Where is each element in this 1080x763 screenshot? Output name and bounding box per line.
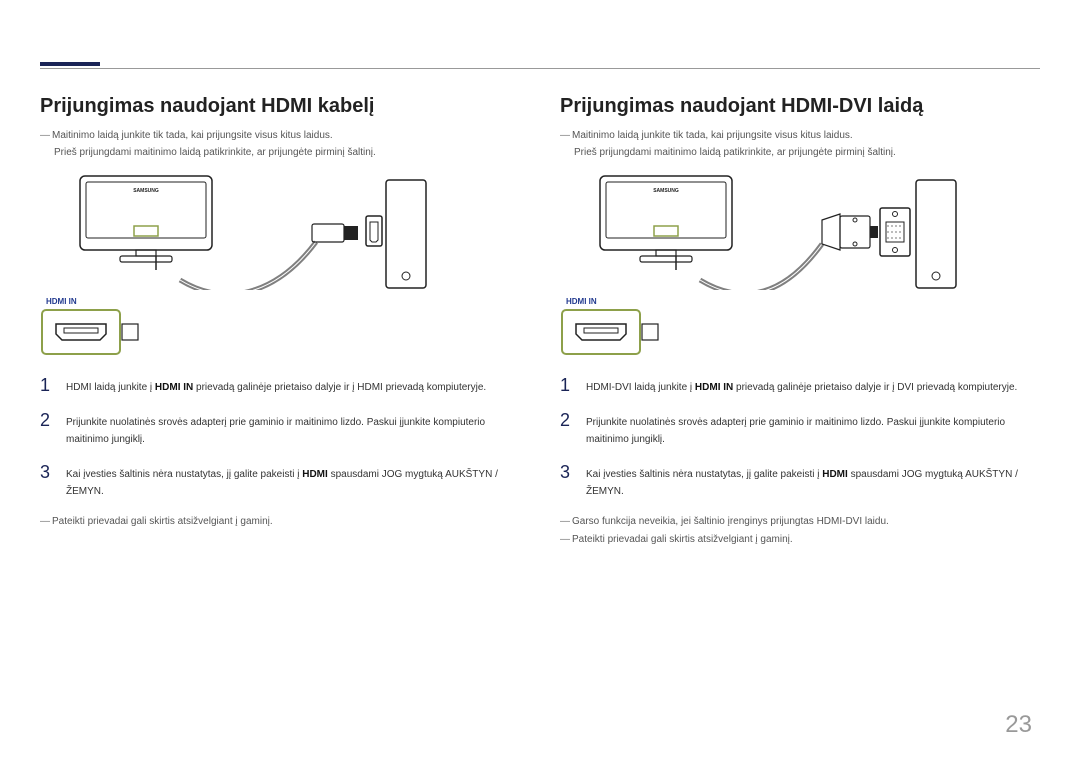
right-column: Prijungimas naudojant HDMI-DVI laidą ―Ma… (560, 95, 1040, 550)
step-text-pre: HDMI laidą junkite į (66, 382, 155, 393)
step-text: Kai įvesties šaltinis nėra nustatytas, j… (586, 462, 1040, 500)
step-number: 2 (560, 410, 586, 431)
hdmi-port-closeup-right (560, 308, 660, 356)
step-text: HDMI laidą junkite į HDMI IN prievadą ga… (66, 375, 486, 396)
right-diagram: SAMSUNG (560, 170, 1040, 361)
right-note-1: ―Maitinimo laidą junkite tik tada, kai p… (574, 128, 1040, 143)
step-text-bold: HDMI (302, 469, 328, 480)
step-text: Kai įvesties šaltinis nėra nustatytas, j… (66, 462, 520, 500)
step-text-pre: HDMI-DVI laidą junkite į (586, 382, 695, 393)
left-steps: 1 HDMI laidą junkite į HDMI IN prievadą … (40, 375, 520, 500)
right-steps: 1 HDMI-DVI laidą junkite į HDMI IN priev… (560, 375, 1040, 500)
step-row: 1 HDMI laidą junkite į HDMI IN prievadą … (40, 375, 520, 396)
right-note-2-text: Prieš prijungdami maitinimo laidą patikr… (574, 147, 896, 158)
header-rule (40, 68, 1040, 69)
right-port-label: HDMI IN (566, 297, 1040, 306)
step-text: Prijunkite nuolatinės srovės adapterį pr… (66, 410, 520, 448)
right-note-2: Prieš prijungdami maitinimo laidą patikr… (574, 145, 1040, 160)
left-diagram: SAMSUNG HDMI IN (40, 170, 520, 361)
step-text-pre: Kai įvesties šaltinis nėra nustatytas, j… (66, 469, 302, 480)
svg-text:SAMSUNG: SAMSUNG (653, 188, 679, 194)
step-number: 3 (40, 462, 66, 483)
step-text-pre: Kai įvesties šaltinis nėra nustatytas, j… (586, 469, 822, 480)
left-note-1: ―Maitinimo laidą junkite tik tada, kai p… (54, 128, 520, 143)
step-number: 1 (560, 375, 586, 396)
left-note-2: Prieš prijungdami maitinimo laidą patikr… (54, 145, 520, 160)
step-text-bold: HDMI IN (155, 382, 193, 393)
svg-text:SAMSUNG: SAMSUNG (133, 188, 159, 194)
content-columns: Prijungimas naudojant HDMI kabelį ―Maiti… (40, 95, 1040, 550)
right-footnote-2-text: Pateikti prievadai gali skirtis atsižvel… (572, 534, 793, 545)
step-text-post: prievadą galinėje prietaiso dalyje ir į … (733, 382, 1017, 393)
step-text-pre: Prijunkite nuolatinės srovės adapterį pr… (66, 417, 485, 445)
left-footnote-1-text: Pateikti prievadai gali skirtis atsižvel… (52, 516, 273, 527)
left-footnotes: ―Pateikti prievadai gali skirtis atsižve… (40, 514, 520, 529)
hdmi-dvi-diagram-svg: SAMSUNG (560, 170, 980, 290)
left-heading: Prijungimas naudojant HDMI kabelį (40, 95, 520, 118)
left-note-2-text: Prieš prijungdami maitinimo laidą patikr… (54, 147, 376, 158)
header-bar (40, 62, 100, 66)
hdmi-port-closeup (40, 308, 140, 356)
right-footnote-1-text: Garso funkcija neveikia, jei šaltinio įr… (572, 516, 889, 527)
left-footnote-1: ―Pateikti prievadai gali skirtis atsižve… (54, 514, 520, 529)
right-footnote-2: ―Pateikti prievadai gali skirtis atsižve… (574, 532, 1040, 547)
step-number: 1 (40, 375, 66, 396)
right-heading: Prijungimas naudojant HDMI-DVI laidą (560, 95, 1040, 118)
step-row: 3 Kai įvesties šaltinis nėra nustatytas,… (40, 462, 520, 500)
step-number: 2 (40, 410, 66, 431)
right-footnote-1: ―Garso funkcija neveikia, jei šaltinio į… (574, 514, 1040, 529)
step-text-pre: Prijunkite nuolatinės srovės adapterį pr… (586, 417, 1005, 445)
step-text-post: prievadą galinėje prietaiso dalyje ir į … (193, 382, 486, 393)
right-note-1-text: Maitinimo laidą junkite tik tada, kai pr… (572, 130, 853, 141)
left-port-label: HDMI IN (46, 297, 520, 306)
left-column: Prijungimas naudojant HDMI kabelį ―Maiti… (40, 95, 520, 550)
step-text-bold: HDMI IN (695, 382, 733, 393)
step-text: HDMI-DVI laidą junkite į HDMI IN prievad… (586, 375, 1017, 396)
step-text: Prijunkite nuolatinės srovės adapterį pr… (586, 410, 1040, 448)
hdmi-diagram-svg: SAMSUNG (40, 170, 460, 290)
right-footnotes: ―Garso funkcija neveikia, jei šaltinio į… (560, 514, 1040, 547)
step-text-bold: HDMI (822, 469, 848, 480)
left-note-1-text: Maitinimo laidą junkite tik tada, kai pr… (52, 130, 333, 141)
step-row: 2 Prijunkite nuolatinės srovės adapterį … (560, 410, 1040, 448)
step-row: 1 HDMI-DVI laidą junkite į HDMI IN priev… (560, 375, 1040, 396)
page-number: 23 (1005, 711, 1032, 739)
step-row: 3 Kai įvesties šaltinis nėra nustatytas,… (560, 462, 1040, 500)
step-row: 2 Prijunkite nuolatinės srovės adapterį … (40, 410, 520, 448)
step-number: 3 (560, 462, 586, 483)
